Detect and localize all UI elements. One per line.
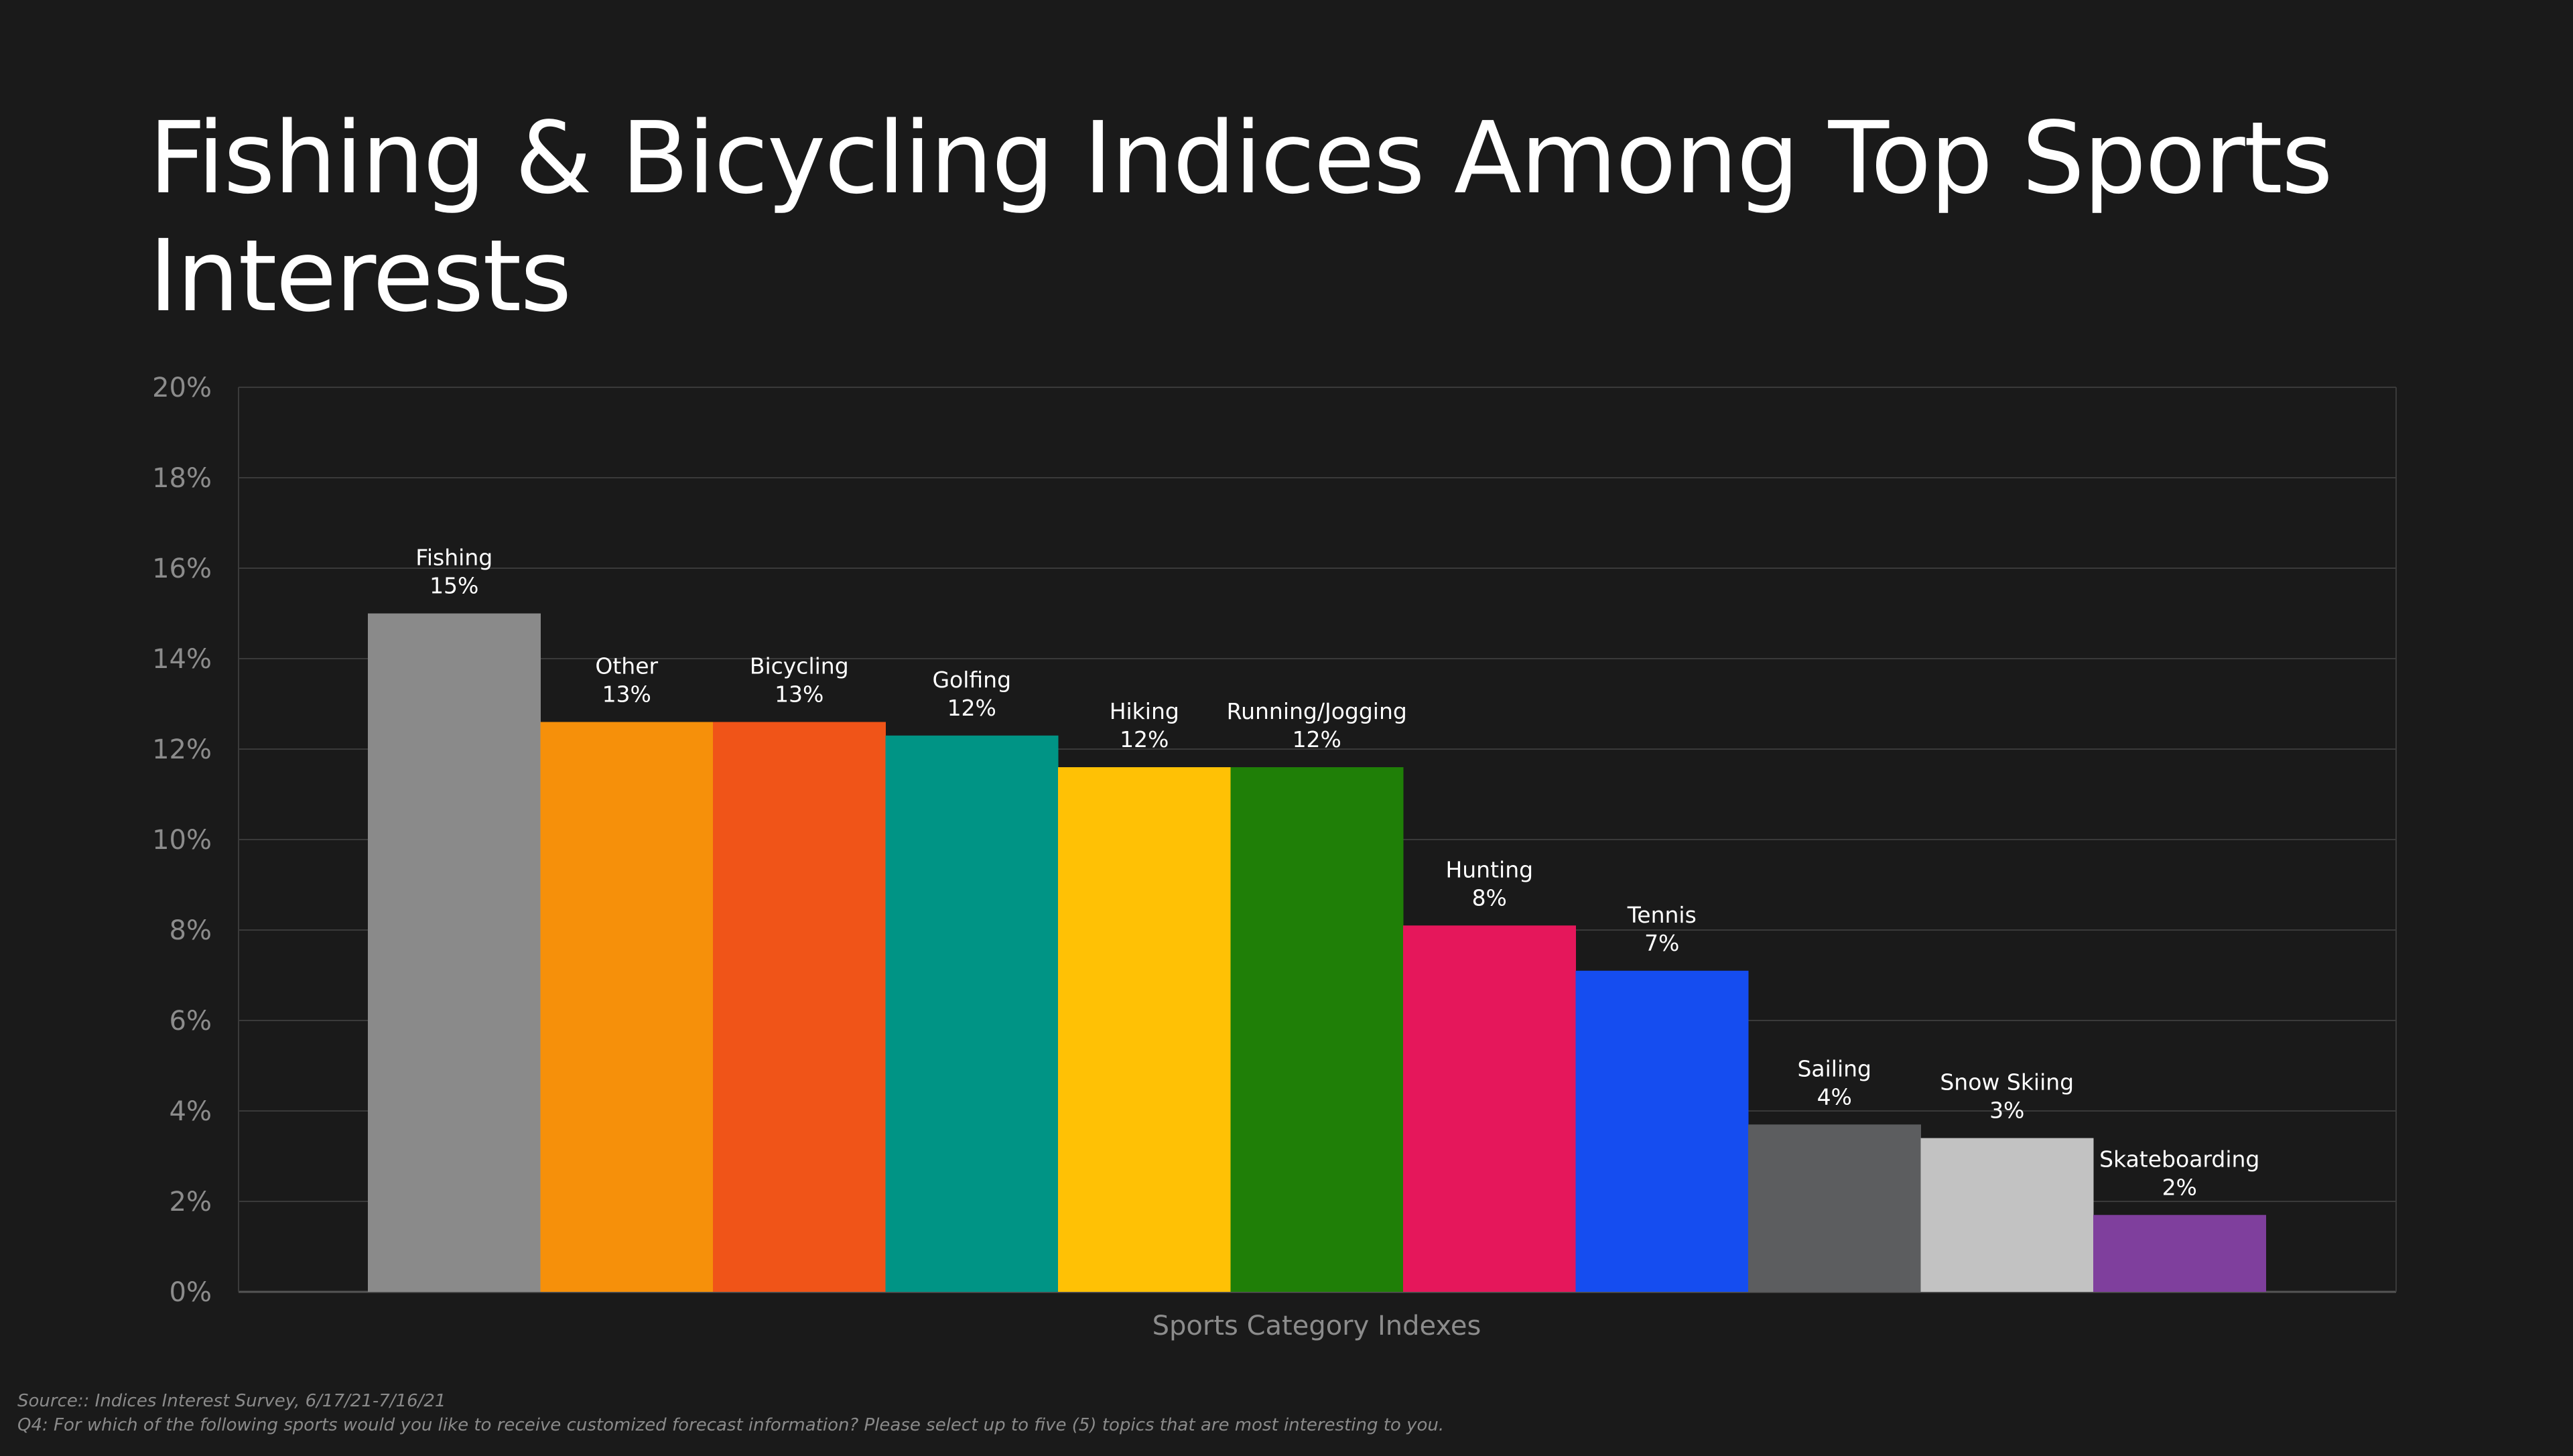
y-tick-label: 4%: [170, 1096, 212, 1127]
bar-fishing: [368, 613, 541, 1292]
bar-category-label: Skateboarding: [2099, 1146, 2259, 1172]
bar-category-label: Snow Skiing: [1940, 1069, 2074, 1096]
bar-bicycling: [713, 722, 886, 1292]
bar-value-label: 13%: [775, 681, 823, 708]
y-tick-label: 6%: [170, 1006, 212, 1037]
y-tick-label: 12%: [152, 734, 212, 765]
bar-category-label: Sailing: [1797, 1055, 1871, 1081]
bar-category-label: Golfing: [932, 667, 1011, 693]
bar-value-label: 3%: [1989, 1098, 2024, 1124]
y-tick-label: 2%: [170, 1187, 212, 1217]
bar-category-label: Running/Jogging: [1227, 698, 1407, 724]
bar-category-label: Hiking: [1110, 698, 1179, 724]
bar-other: [540, 722, 714, 1292]
y-axis-tick-labels: 0% 2% 4% 6% 8% 10% 12% 14% 16% 18% 20%: [152, 373, 212, 1308]
bar-value-label: 12%: [1293, 726, 1341, 752]
bar-labels: Fishing15%Other13%Bicycling13%Golfing12%…: [415, 545, 2259, 1201]
bar-category-label: Hunting: [1445, 856, 1533, 882]
bar-value-label: 15%: [430, 573, 478, 599]
y-tick-label: 18%: [152, 463, 212, 494]
footnote-source: Source:: Indices Interest Survey, 6/17/2…: [17, 1391, 446, 1411]
bar-value-label: 7%: [1644, 930, 1679, 956]
bar-value-label: 4%: [1817, 1083, 1852, 1110]
bar-tennis: [1575, 970, 1749, 1292]
bar-sailing: [1748, 1124, 1921, 1292]
y-tick-label: 14%: [152, 644, 212, 675]
bar-category-label: Fishing: [415, 545, 492, 571]
bar-category-label: Tennis: [1627, 902, 1697, 928]
bar-running-jogging: [1230, 767, 1404, 1292]
x-axis-label: Sports Category Indexes: [1152, 1311, 1481, 1341]
bar-skateboarding: [2093, 1215, 2266, 1292]
y-tick-label: 0%: [170, 1277, 212, 1308]
bar-value-label: 12%: [947, 695, 996, 721]
bar-hiking: [1058, 767, 1231, 1292]
bar-value-label: 2%: [2162, 1174, 2197, 1200]
bar-golfing: [885, 735, 1059, 1292]
bar-value-label: 8%: [1472, 884, 1507, 911]
bars: [368, 613, 2266, 1292]
bar-snow-skiing: [1920, 1138, 2094, 1292]
chart-title: Fishing & Bicycling Indices Among Top Sp…: [149, 101, 2333, 334]
footnote-question: Q4: For which of the following sports wo…: [17, 1415, 1445, 1435]
bar-value-label: 13%: [602, 681, 651, 708]
y-tick-label: 8%: [170, 915, 212, 946]
y-tick-label: 16%: [152, 553, 212, 584]
bar-value-label: 12%: [1120, 726, 1169, 752]
y-tick-label: 20%: [152, 373, 212, 403]
bar-category-label: Bicycling: [750, 653, 849, 679]
bar-category-label: Other: [595, 653, 658, 679]
y-tick-label: 10%: [152, 825, 212, 856]
bar-hunting: [1403, 925, 1576, 1292]
